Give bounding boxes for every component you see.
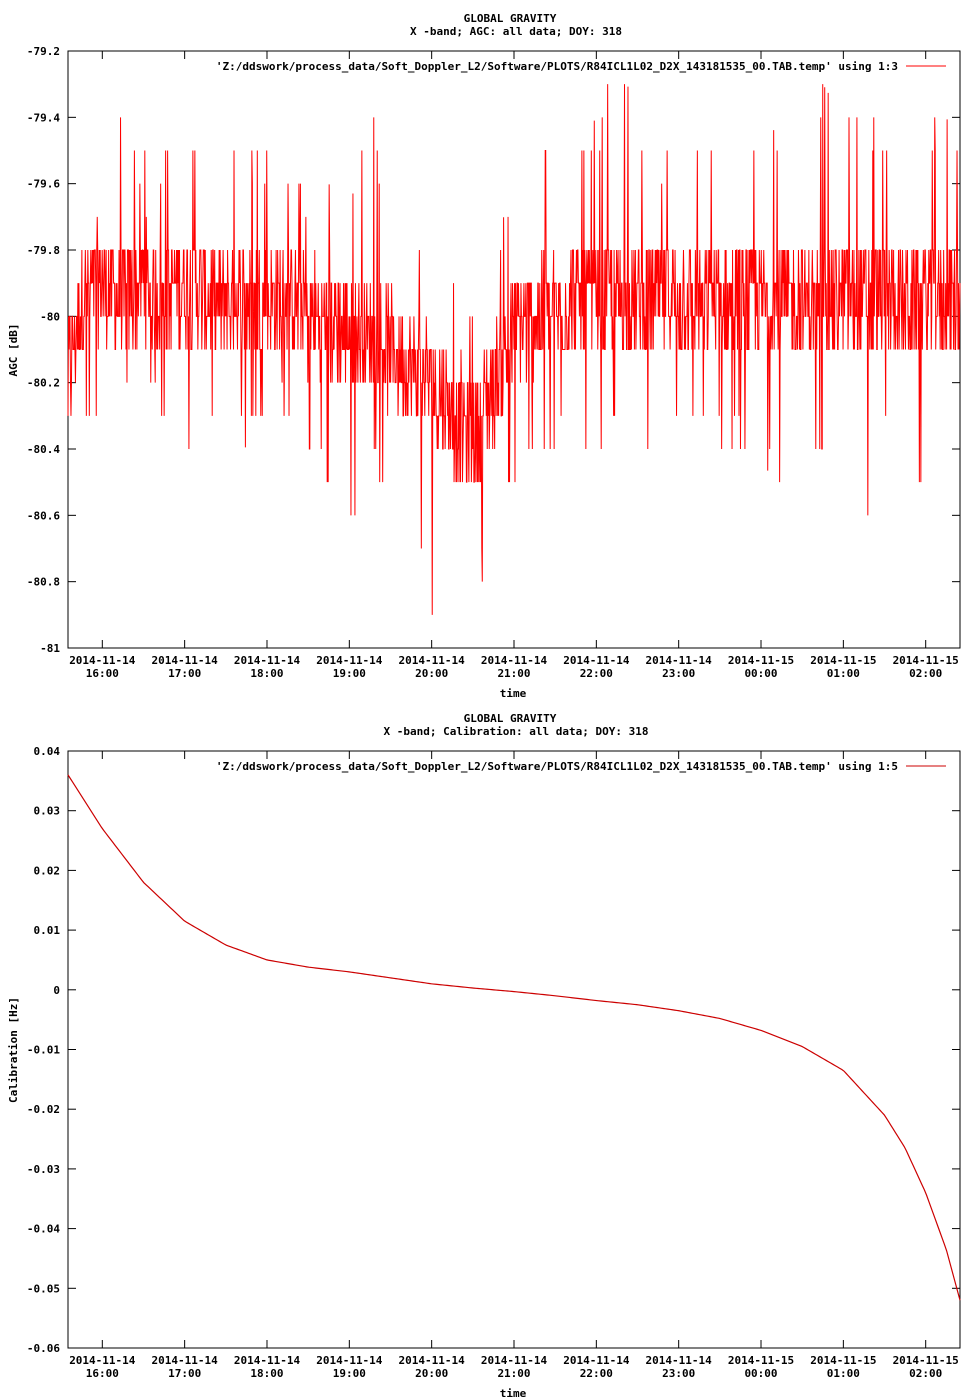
agc-chart: GLOBAL GRAVITY X -band; AGC: all data; D… xyxy=(7,12,961,700)
x-tick-label-time: 16:00 xyxy=(86,1367,119,1380)
x-tick-label-time: 20:00 xyxy=(415,1367,448,1380)
agc-x-axis-label: time xyxy=(500,687,527,700)
y-tick-label: 0.04 xyxy=(34,745,61,758)
agc-chart-subtitle: X -band; AGC: all data; DOY: 318 xyxy=(410,25,622,38)
x-tick-label-time: 01:00 xyxy=(827,1367,860,1380)
agc-chart-title: GLOBAL GRAVITY xyxy=(464,12,557,25)
x-tick-label-time: 02:00 xyxy=(909,1367,942,1380)
agc-y-axis: -79.2 -79.4 -79.6 -79.8 -80 -80.2 -80.4 -80.6 -8… xyxy=(27,45,960,655)
x-tick-label-date: 2014-11-14 xyxy=(481,1354,548,1367)
x-tick-label-date: 2014-11-14 xyxy=(481,654,548,667)
x-tick-label-date: 2014-11-15 xyxy=(728,1354,794,1367)
calibration-chart-subtitle: X -band; Calibration: all data; DOY: 318 xyxy=(384,725,649,738)
y-tick-label: -80.8 xyxy=(27,576,60,589)
x-tick-label-time: 20:00 xyxy=(415,667,448,680)
x-tick-label-time: 22:00 xyxy=(580,667,613,680)
x-tick-label-time: 23:00 xyxy=(662,1367,695,1380)
x-tick-label-time: 00:00 xyxy=(744,667,777,680)
x-tick-label-date: 2014-11-14 xyxy=(69,654,136,667)
y-tick-label: -0.06 xyxy=(27,1342,60,1355)
calibration-chart-title: GLOBAL GRAVITY xyxy=(464,712,557,725)
x-tick-label-time: 21:00 xyxy=(497,1367,530,1380)
x-tick-label-time: 17:00 xyxy=(168,1367,201,1380)
x-tick-label-time: 23:00 xyxy=(662,667,695,680)
x-tick-label-date: 2014-11-14 xyxy=(399,1354,466,1367)
agc-legend-label: 'Z:/ddswork/process_data/Soft_Doppler_L2… xyxy=(216,60,898,73)
y-tick-label: 0 xyxy=(53,984,60,997)
y-tick-label: -0.03 xyxy=(27,1163,60,1176)
x-tick-label-time: 16:00 xyxy=(86,667,119,680)
y-tick-label: -0.04 xyxy=(27,1223,60,1236)
x-tick-label-time: 00:00 xyxy=(744,1367,777,1380)
calibration-legend-label: 'Z:/ddswork/process_data/Soft_Doppler_L2… xyxy=(216,760,898,773)
x-tick-label-date: 2014-11-14 xyxy=(152,654,219,667)
y-tick-label: -0.05 xyxy=(27,1282,60,1295)
y-tick-label: 0.01 xyxy=(34,924,61,937)
x-tick-label-date: 2014-11-15 xyxy=(893,654,959,667)
calibration-y-axis-label: Calibration [Hz] xyxy=(7,997,20,1103)
agc-y-axis-label: AGC [dB] xyxy=(7,324,20,377)
y-tick-label: -0.01 xyxy=(27,1044,60,1057)
x-tick-label-time: 18:00 xyxy=(250,667,283,680)
x-tick-label-time: 21:00 xyxy=(497,667,530,680)
x-tick-label-date: 2014-11-14 xyxy=(646,654,713,667)
x-tick-label-date: 2014-11-14 xyxy=(234,654,301,667)
agc-line xyxy=(67,84,961,615)
x-tick-label-date: 2014-11-14 xyxy=(316,1354,383,1367)
y-tick-label: -0.02 xyxy=(27,1103,60,1116)
y-tick-label: -80.4 xyxy=(27,443,60,456)
x-tick-label-time: 17:00 xyxy=(168,667,201,680)
y-tick-label: -79.4 xyxy=(27,111,60,124)
y-tick-label: -81 xyxy=(40,642,60,655)
x-tick-label-time: 01:00 xyxy=(827,667,860,680)
calibration-x-axis: 2014-11-1416:002014-11-1417:002014-11-14… xyxy=(69,751,959,1380)
x-tick-label-time: 18:00 xyxy=(250,1367,283,1380)
x-tick-label-date: 2014-11-14 xyxy=(399,654,466,667)
x-tick-label-time: 19:00 xyxy=(333,1367,366,1380)
y-tick-label: -79.8 xyxy=(27,244,60,257)
x-tick-label-date: 2014-11-14 xyxy=(316,654,383,667)
x-tick-label-date: 2014-11-14 xyxy=(563,1354,630,1367)
x-tick-label-date: 2014-11-14 xyxy=(69,1354,136,1367)
x-tick-label-time: 02:00 xyxy=(909,667,942,680)
x-tick-label-date: 2014-11-15 xyxy=(893,1354,959,1367)
calibration-line xyxy=(67,774,961,1301)
y-tick-label: -79.2 xyxy=(27,45,60,58)
x-tick-label-date: 2014-11-14 xyxy=(646,1354,713,1367)
x-tick-label-date: 2014-11-15 xyxy=(728,654,794,667)
y-tick-label: -80 xyxy=(40,310,60,323)
calibration-y-axis: 0.04 0.03 0.02 0.01 0 -0.01 -0.02 -0.03 -0.04 -0.… xyxy=(27,745,960,1355)
x-tick-label-time: 22:00 xyxy=(580,1367,613,1380)
x-tick-label-date: 2014-11-14 xyxy=(234,1354,301,1367)
calibration-series xyxy=(67,774,961,1301)
y-tick-label: -80.2 xyxy=(27,377,60,390)
agc-x-axis: 2014-11-1416:002014-11-1417:002014-11-14… xyxy=(69,51,959,680)
y-tick-label: 0.02 xyxy=(34,864,61,877)
agc-series xyxy=(67,84,961,615)
x-tick-label-date: 2014-11-15 xyxy=(810,1354,876,1367)
calibration-chart: GLOBAL GRAVITY X -band; Calibration: all… xyxy=(7,712,961,1400)
y-tick-label: 0.03 xyxy=(34,805,61,818)
x-tick-label-date: 2014-11-14 xyxy=(563,654,630,667)
x-tick-label-date: 2014-11-15 xyxy=(810,654,876,667)
y-tick-label: -80.6 xyxy=(27,509,60,522)
y-tick-label: -79.6 xyxy=(27,178,60,191)
x-tick-label-time: 19:00 xyxy=(333,667,366,680)
calibration-x-axis-label: time xyxy=(500,1387,527,1400)
x-tick-label-date: 2014-11-14 xyxy=(152,1354,219,1367)
